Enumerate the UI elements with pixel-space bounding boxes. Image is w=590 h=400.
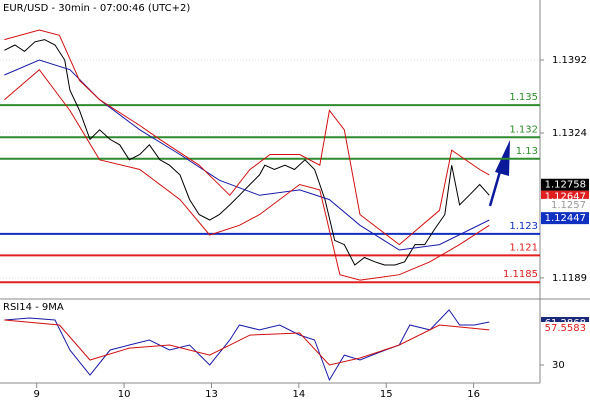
y-tick-label: 1.1189 <box>552 273 587 284</box>
x-tick-label: 14 <box>292 389 305 400</box>
level-label: 1.121 <box>509 242 538 253</box>
level-label: 1.1185 <box>503 269 538 280</box>
price-tag <box>541 321 589 334</box>
level-label-bg <box>510 122 538 135</box>
series-line <box>4 309 490 382</box>
level-label: 1.135 <box>509 92 538 103</box>
x-tick-label: 15 <box>380 389 393 400</box>
x-tick-label: 9 <box>34 389 40 400</box>
y-tick-label: 30 <box>552 360 565 371</box>
y-tick-label: 1.1324 <box>552 128 587 139</box>
x-tick-label: 16 <box>467 389 480 400</box>
forecast-arrow <box>488 167 503 207</box>
price-tag <box>541 212 589 225</box>
chart-title: EUR/USD - 30min - 07:00:46 (UTC+2) <box>3 3 190 14</box>
level-label: 1.123 <box>509 221 538 232</box>
price-tag-label: 1.1257 <box>551 200 586 211</box>
level-label-bg <box>510 218 538 231</box>
series-line <box>4 68 490 281</box>
series-line <box>4 319 490 366</box>
x-tick-label: 13 <box>205 389 218 400</box>
price-tag <box>541 198 589 211</box>
price-tag-label: 1.12447 <box>545 213 586 224</box>
level-label-bg <box>510 240 538 253</box>
x-tick-label: 10 <box>118 389 131 400</box>
level-label: 1.132 <box>509 124 538 135</box>
level-label-bg <box>510 143 538 156</box>
price-tag-label: 57.5583 <box>545 323 586 334</box>
y-tick-label: 1.1392 <box>552 55 587 66</box>
level-label-bg <box>510 90 538 103</box>
level-label-bg <box>510 267 538 280</box>
series-line <box>4 39 490 266</box>
series-line <box>4 59 490 251</box>
panel-title: RSI14 - 9MA <box>3 302 64 313</box>
price-tag-label: 1.12758 <box>545 180 586 191</box>
series-line <box>4 29 490 246</box>
price-tag <box>541 178 589 191</box>
price-tag-label: 1.12647 <box>545 192 586 203</box>
level-label: 1.13 <box>516 146 538 157</box>
